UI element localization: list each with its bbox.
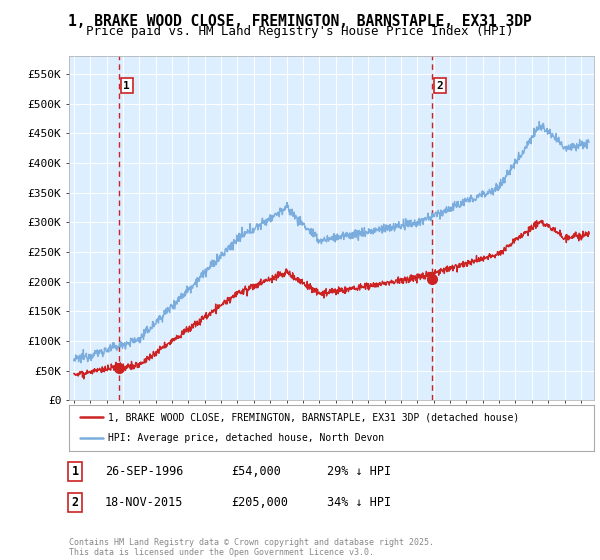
- Text: 1: 1: [71, 465, 79, 478]
- Text: 34% ↓ HPI: 34% ↓ HPI: [327, 496, 391, 509]
- Text: 1: 1: [124, 81, 130, 91]
- Text: 26-SEP-1996: 26-SEP-1996: [105, 465, 184, 478]
- Text: 1, BRAKE WOOD CLOSE, FREMINGTON, BARNSTAPLE, EX31 3DP (detached house): 1, BRAKE WOOD CLOSE, FREMINGTON, BARNSTA…: [109, 412, 520, 422]
- Text: £205,000: £205,000: [231, 496, 288, 509]
- Text: 2: 2: [437, 81, 443, 91]
- Text: 2: 2: [71, 496, 79, 509]
- Text: 29% ↓ HPI: 29% ↓ HPI: [327, 465, 391, 478]
- Text: £54,000: £54,000: [231, 465, 281, 478]
- Text: HPI: Average price, detached house, North Devon: HPI: Average price, detached house, Nort…: [109, 433, 385, 444]
- Text: Price paid vs. HM Land Registry's House Price Index (HPI): Price paid vs. HM Land Registry's House …: [86, 25, 514, 38]
- Text: Contains HM Land Registry data © Crown copyright and database right 2025.
This d: Contains HM Land Registry data © Crown c…: [69, 538, 434, 557]
- Text: 18-NOV-2015: 18-NOV-2015: [105, 496, 184, 509]
- Text: 1, BRAKE WOOD CLOSE, FREMINGTON, BARNSTAPLE, EX31 3DP: 1, BRAKE WOOD CLOSE, FREMINGTON, BARNSTA…: [68, 14, 532, 29]
